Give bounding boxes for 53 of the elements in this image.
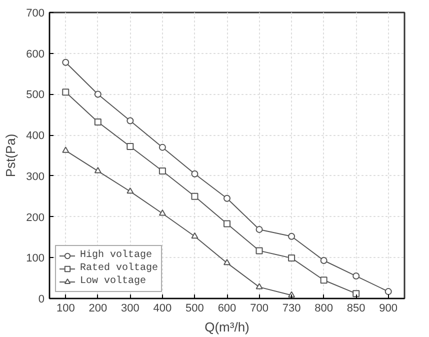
point [94,90,102,98]
y-tick-label: 700 [26,8,45,20]
point [352,272,360,280]
point [191,232,198,239]
point [126,143,134,150]
point [224,220,230,228]
x-tick-label: 900 [379,302,398,314]
x-tick-label: 500 [186,302,204,314]
point [191,192,198,200]
point [62,146,70,153]
y-tick-label: 200 [26,212,45,224]
point [62,88,70,96]
x-tick-label: 730 [282,302,301,314]
x-tick-label: 300 [121,302,140,314]
point [288,291,296,298]
point [288,254,296,262]
y-tick-label: 0 [38,294,45,306]
point [320,257,328,264]
point [158,144,166,151]
x-tick-label: 850 [346,302,366,314]
y-tick-label: 300 [26,170,45,183]
point [384,288,392,296]
y-axis-title: Pst(Pa) [3,134,18,178]
x-tick-label: 800 [314,302,333,314]
y-tick-label: 100 [26,252,45,265]
legend-label: Rated voltage [80,262,158,275]
point [288,232,296,240]
point [94,118,102,126]
y-tick-label: 600 [26,48,45,60]
point [256,247,263,254]
x-tick-label: 700 [250,302,268,314]
point [256,226,263,233]
x-tick-label: 100 [56,302,75,314]
legend-label: Low voltage [80,275,146,288]
x-tick-label: 600 [218,302,236,314]
x-axis-title: Q(m³/h) [204,320,250,334]
point [320,276,328,284]
point [62,58,70,66]
point [126,187,134,194]
point [224,258,230,266]
point [158,168,166,175]
point [158,210,166,216]
point [256,283,263,290]
y-tick-label: 500 [26,89,45,102]
y-tick-label: 400 [26,130,45,142]
x-tick-label: 200 [88,302,108,314]
legend-label: High voltage [80,249,152,262]
point [352,290,360,298]
point [94,167,102,174]
x-tick-label: 400 [153,302,172,314]
point [191,170,198,178]
point [224,194,230,202]
point [126,117,134,124]
